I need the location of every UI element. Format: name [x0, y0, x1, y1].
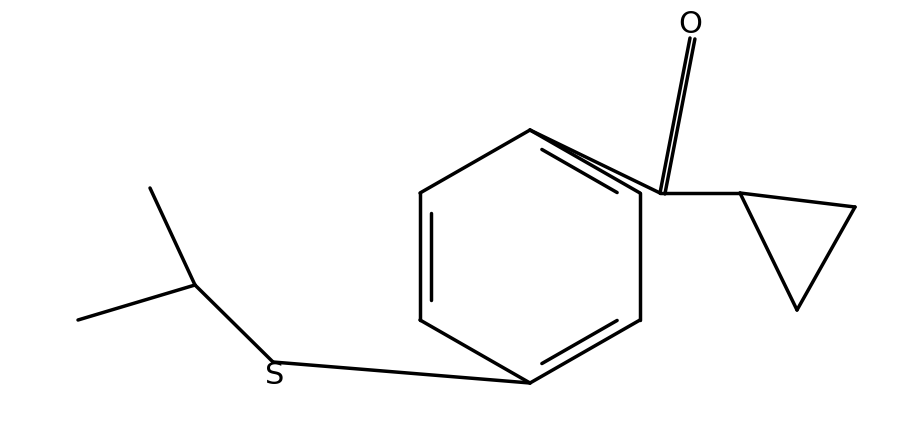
Text: S: S	[265, 362, 284, 390]
Text: O: O	[677, 9, 702, 39]
